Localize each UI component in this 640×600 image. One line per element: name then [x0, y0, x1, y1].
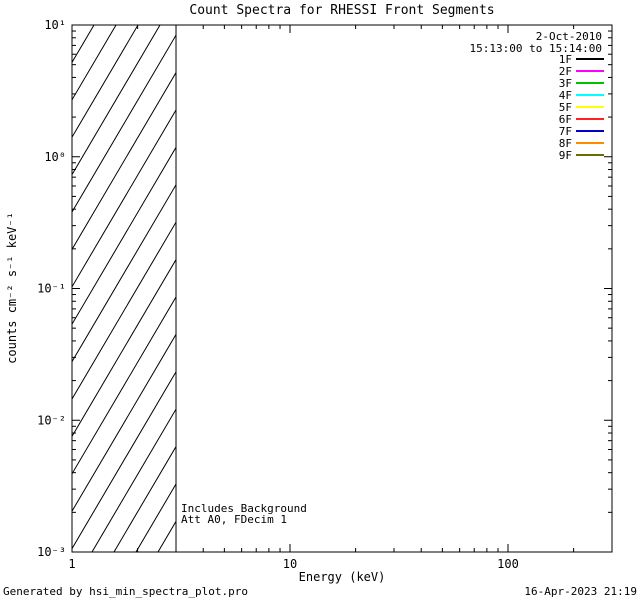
- chart-title: Count Spectra for RHESSI Front Segments: [189, 3, 494, 18]
- y-tick-label: 10⁰: [44, 150, 66, 164]
- legend-label: 9F: [559, 149, 572, 162]
- plot-frame: 1 10 100 10⁻³ 10⁻² 10⁻¹ 10⁰ 10¹: [37, 18, 613, 571]
- x-tick-label: 10: [283, 557, 297, 571]
- legend-label: 3F: [559, 77, 572, 90]
- obs-date: 2-Oct-2010: [536, 30, 602, 43]
- legend-label: 2F: [559, 65, 572, 78]
- y-tick-label: 10¹: [44, 18, 66, 32]
- hatch-region: [72, 25, 177, 552]
- legend-label: 5F: [559, 101, 572, 114]
- x-tick-label: 1: [68, 557, 75, 571]
- legend-label: 7F: [559, 125, 572, 138]
- legend-label: 1F: [559, 53, 572, 66]
- y-axis-label: counts cm⁻² s⁻¹ keV⁻¹: [5, 212, 19, 364]
- legend-label: 8F: [559, 137, 572, 150]
- legend-label: 4F: [559, 89, 572, 102]
- axes-box: [71, 24, 613, 553]
- y-tick-label: 10⁻¹: [37, 282, 66, 296]
- obs-time-range: 15:13:00 to 15:14:00: [470, 42, 602, 55]
- footer-generator: Generated by hsi_min_spectra_plot.pro: [3, 585, 248, 598]
- x-tick-label: 100: [497, 557, 519, 571]
- annotation-attenuator: Att A0, FDecim 1: [181, 513, 287, 526]
- y-tick-label: 10⁻²: [37, 413, 66, 427]
- y-tick-label: 10⁻³: [37, 545, 66, 559]
- annotation-background: Includes Background: [181, 502, 307, 515]
- x-axis-label: Energy (keV): [299, 570, 386, 584]
- hatch-lines: [72, 25, 177, 552]
- legend-label: 6F: [559, 113, 572, 126]
- footer-datetime: 16-Apr-2023 21:19: [524, 585, 637, 598]
